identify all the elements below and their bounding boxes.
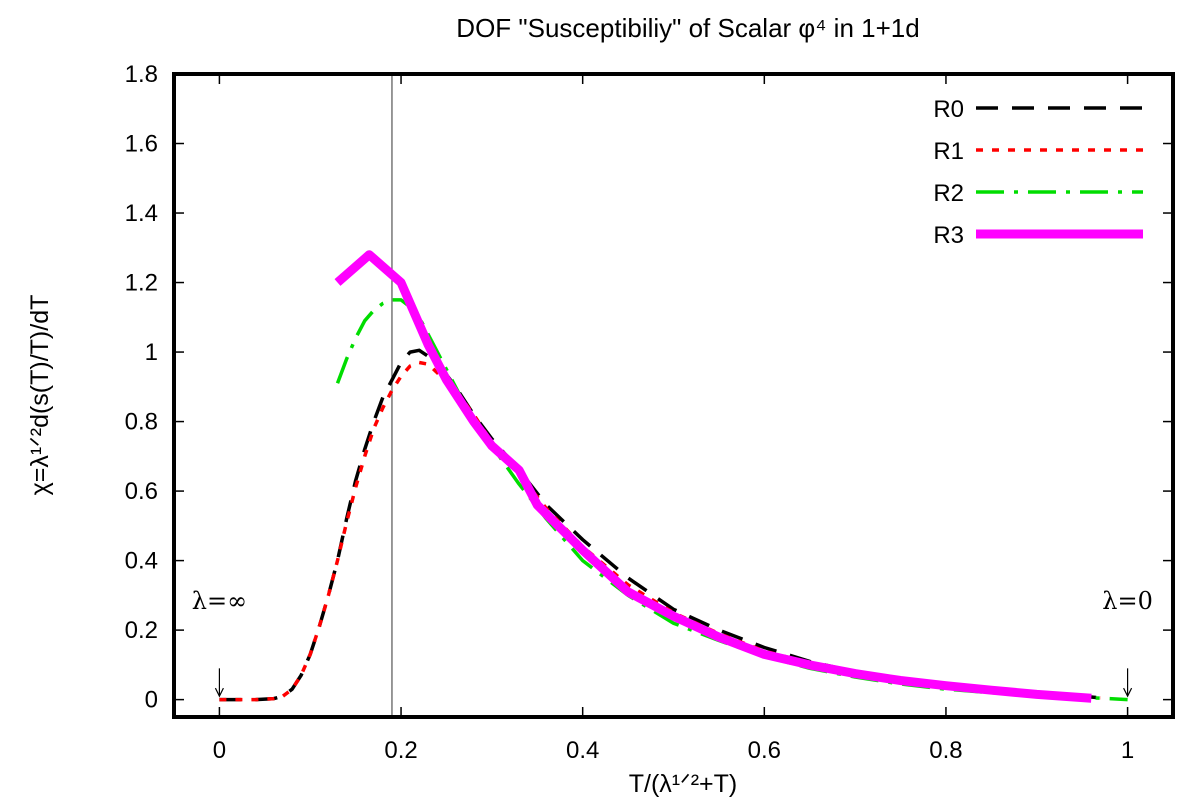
annotation-arrow-head	[214, 687, 224, 698]
y-tick-label: 0.4	[125, 548, 158, 575]
x-tick-label: 0	[213, 737, 226, 764]
y-tick-label: 1.2	[125, 270, 158, 297]
annotation-label: λ=0	[1102, 587, 1153, 615]
legend-label-r1: R1	[933, 138, 964, 165]
series-line-r1	[219, 360, 1101, 702]
y-tick-label: 0.2	[125, 617, 158, 644]
x-tick-label: 0.8	[929, 737, 962, 764]
plot-area	[219, 74, 1128, 717]
series-line-r3	[334, 250, 1092, 703]
x-tick-label: 0.6	[748, 737, 781, 764]
legend-label-r2: R2	[933, 180, 964, 207]
y-tick-label: 1.6	[125, 131, 158, 158]
axis-ticks: 0 0.2 0.4 0.6 0.8 1 0 0.2 0.4 0.6 0.8 1 1.2 1.4 1.6 1.8	[125, 61, 1173, 764]
annotation-label: λ=∞	[192, 587, 247, 615]
series-line-r2	[335, 298, 1128, 702]
series-line-r0	[219, 348, 1101, 702]
annotations: λ=∞ λ=0	[192, 587, 1153, 698]
x-axis-label: T/(λ¹ᐟ²+T)	[629, 770, 737, 798]
legend-label-r0: R0	[933, 96, 964, 123]
x-tick-label: 0.4	[566, 737, 599, 764]
y-tick-label: 1.8	[125, 61, 158, 88]
plot-frame	[172, 72, 1175, 719]
y-axis-label: χ=λ¹ᐟ²d(s(T)/T)/dT	[26, 295, 54, 496]
x-tick-label: 1	[1121, 737, 1134, 764]
legend-label-r3: R3	[933, 222, 964, 249]
chart-title: DOF "Susceptibiliy" of Scalar φ⁴ in 1+1d	[456, 13, 919, 43]
y-tick-label: 0.6	[125, 478, 158, 505]
y-tick-label: 1.4	[125, 200, 158, 227]
x-tick-label: 0.2	[384, 737, 417, 764]
y-tick-label: 0.8	[125, 409, 158, 436]
annotation-arrow-head	[1123, 687, 1133, 698]
y-tick-label: 0	[145, 687, 158, 714]
y-tick-label: 1	[145, 339, 158, 366]
legend: R0 R1 R2 R3	[933, 96, 1143, 249]
